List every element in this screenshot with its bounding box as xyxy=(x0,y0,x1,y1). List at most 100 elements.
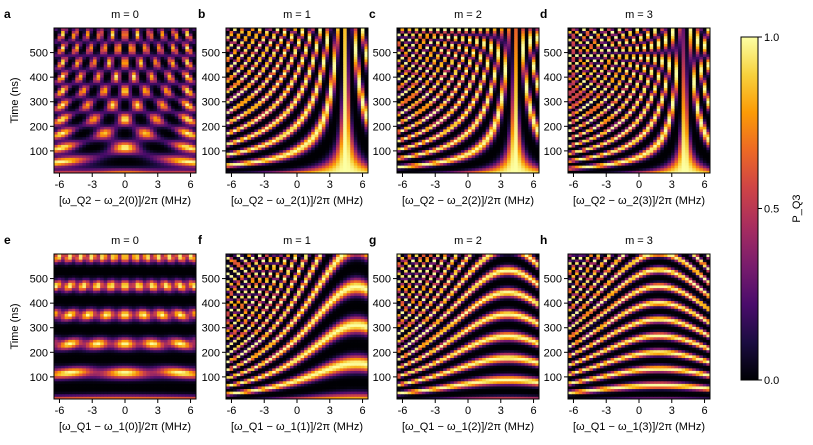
heatmap-cell xyxy=(353,69,358,73)
heatmap-cell xyxy=(128,82,133,86)
heatmap-cell xyxy=(304,157,309,161)
heatmap-cell xyxy=(318,162,323,166)
heatmap-cell xyxy=(149,92,154,96)
heatmap-cell xyxy=(185,46,190,50)
heatmap-cell xyxy=(265,118,269,122)
heatmap-cell xyxy=(275,103,280,107)
heatmap-cell xyxy=(89,123,94,127)
heatmap-cell xyxy=(82,116,87,120)
heatmap-cell xyxy=(125,113,129,117)
heatmap-cell xyxy=(85,118,90,122)
heatmap-cell xyxy=(446,157,451,161)
heatmap-cell xyxy=(411,157,416,161)
heatmap-cell xyxy=(304,59,309,63)
heatmap-cell xyxy=(360,53,365,57)
heatmap-cell xyxy=(332,167,337,171)
heatmap-cell xyxy=(297,38,301,42)
heatmap-cell xyxy=(325,48,330,52)
heatmap-cell xyxy=(300,56,305,60)
heatmap-cell xyxy=(71,66,76,70)
heatmap-cell xyxy=(89,116,94,120)
heatmap-cell xyxy=(254,84,259,88)
heatmap-cell xyxy=(297,59,301,63)
heatmap-cell xyxy=(160,105,165,109)
heatmap-cell xyxy=(261,154,266,158)
heatmap-cell xyxy=(265,30,269,34)
heatmap-cell xyxy=(226,77,230,81)
heatmap-cell xyxy=(489,162,494,166)
heatmap-cell xyxy=(492,147,497,151)
heatmap-cell xyxy=(279,43,284,47)
heatmap-cell xyxy=(192,139,197,143)
heatmap-cell xyxy=(261,38,266,42)
heatmap-cell xyxy=(57,110,62,114)
heatmap-cell xyxy=(275,66,280,70)
heatmap-cell xyxy=(293,59,298,63)
heatmap-cell xyxy=(282,97,287,101)
heatmap-cell xyxy=(57,46,62,50)
heatmap-cell xyxy=(304,87,309,91)
heatmap-cell xyxy=(188,82,193,86)
heatmap-cell xyxy=(499,152,504,156)
heatmap-cell xyxy=(261,149,266,153)
heatmap-cell xyxy=(229,46,234,50)
heatmap-cell xyxy=(272,82,277,86)
heatmap-cell xyxy=(293,56,298,60)
heatmap-cell xyxy=(125,126,129,130)
heatmap-cell xyxy=(132,121,137,125)
heatmap-cell xyxy=(321,165,326,169)
heatmap-cell xyxy=(185,79,190,83)
heatmap-cell xyxy=(132,162,137,166)
heatmap-cell xyxy=(192,118,197,122)
heatmap-cell xyxy=(247,136,252,140)
heatmap-cell xyxy=(414,162,419,166)
heatmap-cell xyxy=(421,154,426,158)
heatmap-cell xyxy=(247,30,252,34)
heatmap-cell xyxy=(321,147,326,151)
heatmap-cell xyxy=(188,28,193,31)
heatmap-cell xyxy=(114,128,119,132)
heatmap-cell xyxy=(236,87,241,91)
heatmap-cell xyxy=(279,162,284,166)
panel-letter: a xyxy=(4,7,11,21)
heatmap-cell xyxy=(103,77,108,81)
heatmap-cell xyxy=(89,59,94,63)
heatmap-cell xyxy=(156,128,161,132)
heatmap-cell xyxy=(304,38,309,42)
heatmap-cell xyxy=(128,121,133,125)
heatmap-cell xyxy=(346,116,351,120)
heatmap-cell xyxy=(343,72,348,76)
heatmap-cell xyxy=(307,33,312,37)
heatmap-cell xyxy=(149,157,154,161)
heatmap-cell xyxy=(332,154,337,158)
heatmap-cell xyxy=(289,74,294,78)
heatmap-cell xyxy=(171,35,176,39)
heatmap-cell xyxy=(188,123,193,127)
heatmap-cell xyxy=(243,113,248,117)
heatmap-cell xyxy=(153,84,158,88)
heatmap-cell xyxy=(304,48,309,52)
heatmap-cell xyxy=(325,72,330,76)
heatmap-cell xyxy=(247,141,252,145)
heatmap-cell xyxy=(414,157,419,161)
heatmap-cell xyxy=(339,165,344,169)
heatmap-cell xyxy=(156,46,161,50)
heatmap-cell xyxy=(325,103,330,107)
heatmap-cell xyxy=(75,116,80,120)
heatmap-cell xyxy=(125,149,129,153)
heatmap-cell xyxy=(57,118,62,122)
heatmap-cell xyxy=(343,126,348,130)
heatmap-cell xyxy=(82,30,87,34)
heatmap-cell xyxy=(414,154,419,158)
heatmap-cell xyxy=(64,134,69,138)
heatmap-cell xyxy=(254,116,259,120)
heatmap-cell xyxy=(132,33,137,37)
heatmap-cell xyxy=(181,40,186,44)
heatmap-cell xyxy=(289,35,294,39)
heatmap-cell xyxy=(156,100,161,104)
heatmap-cell xyxy=(64,144,69,148)
heatmap-cell xyxy=(272,128,277,132)
heatmap-cell xyxy=(353,108,358,112)
heatmap-cell xyxy=(78,33,83,37)
heatmap-cell xyxy=(100,90,105,94)
